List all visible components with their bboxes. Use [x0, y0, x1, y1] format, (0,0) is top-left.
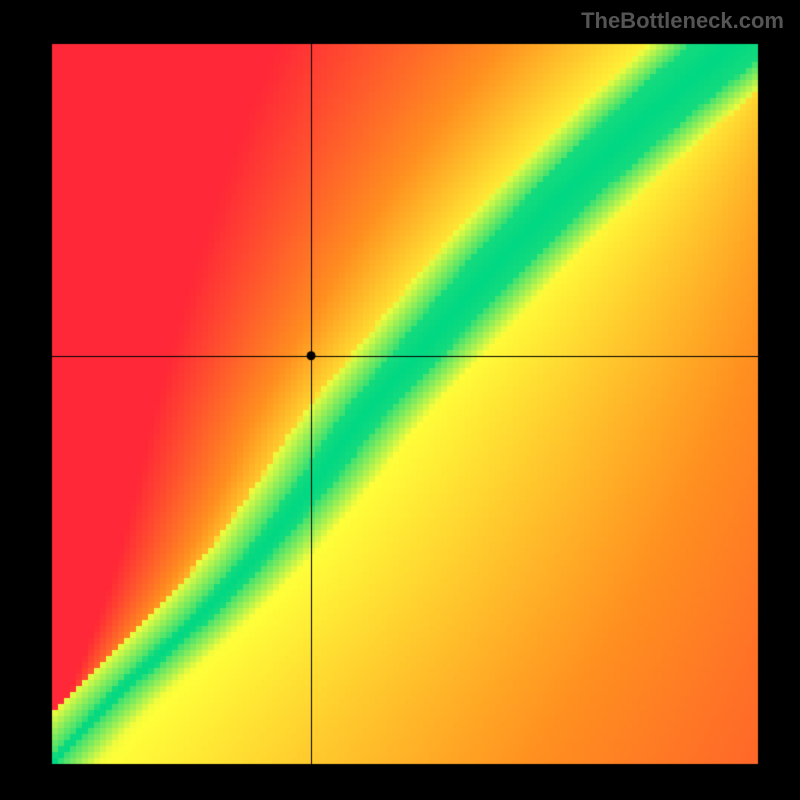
heatmap-canvas	[0, 0, 800, 800]
watermark-text: TheBottleneck.com	[581, 8, 784, 34]
chart-container: TheBottleneck.com	[0, 0, 800, 800]
